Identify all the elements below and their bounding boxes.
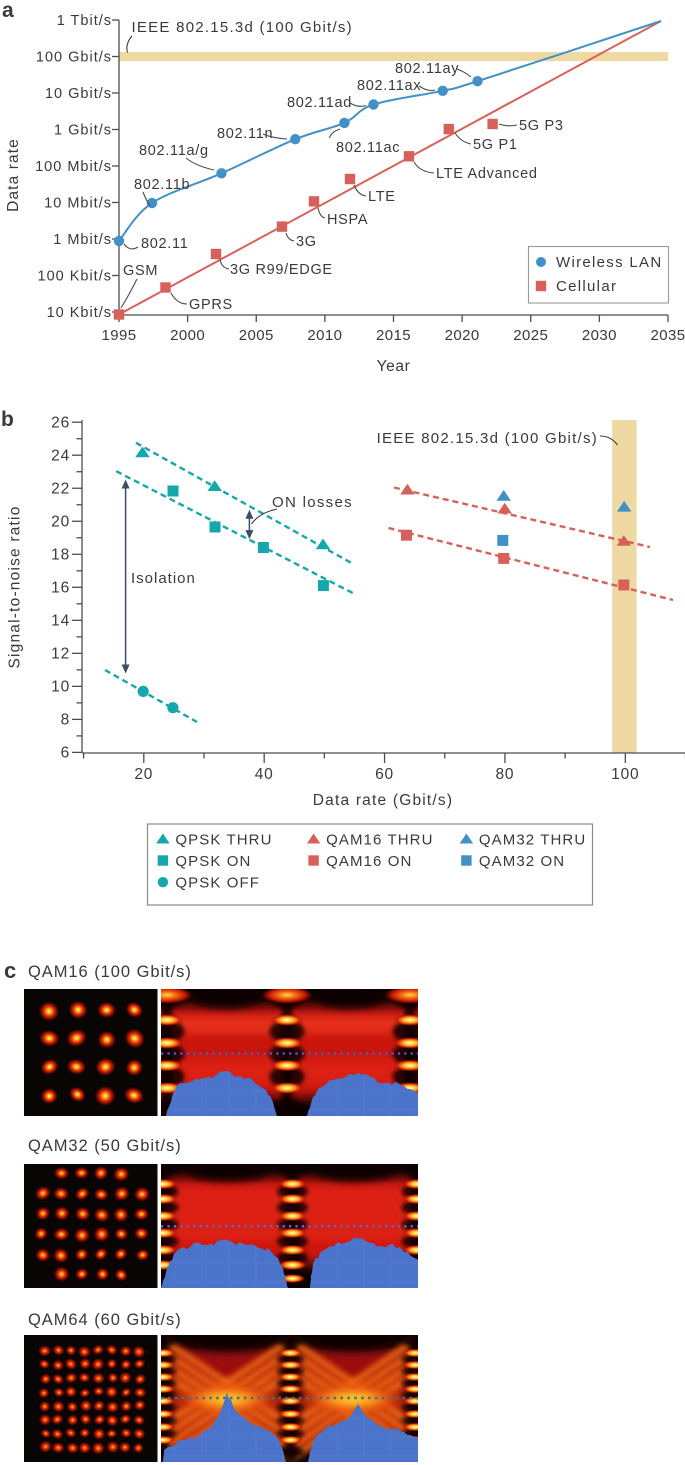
svg-text:2025: 2025 — [513, 327, 548, 344]
svg-text:QAM32 (50 Gbit/s): QAM32 (50 Gbit/s) — [28, 1137, 182, 1155]
svg-text:2015: 2015 — [376, 327, 411, 344]
svg-text:ON losses: ON losses — [272, 494, 353, 511]
svg-text:5G P3: 5G P3 — [519, 118, 564, 134]
svg-text:IEEE 802.15.3d (100 Gbit/s): IEEE 802.15.3d (100 Gbit/s) — [132, 19, 353, 36]
svg-text:2035: 2035 — [651, 327, 685, 344]
svg-text:QAM16 ON: QAM16 ON — [326, 853, 412, 870]
svg-text:LTE Advanced: LTE Advanced — [436, 166, 538, 182]
svg-text:1 Gbit/s: 1 Gbit/s — [54, 123, 112, 139]
svg-text:QPSK ON: QPSK ON — [175, 853, 251, 870]
svg-text:Data rate: Data rate — [5, 138, 22, 212]
svg-text:IEEE 802.15.3d (100 Gbit/s): IEEE 802.15.3d (100 Gbit/s) — [377, 430, 598, 447]
svg-text:802.11ay: 802.11ay — [395, 61, 459, 77]
svg-text:GPRS: GPRS — [189, 297, 233, 313]
svg-text:20: 20 — [51, 514, 70, 531]
svg-text:40: 40 — [255, 766, 274, 783]
svg-text:GSM: GSM — [123, 263, 158, 279]
svg-text:Wireless LAN: Wireless LAN — [556, 254, 662, 271]
svg-text:802.11ax: 802.11ax — [357, 78, 421, 94]
svg-text:Cellular: Cellular — [556, 278, 617, 295]
svg-text:802.11ad: 802.11ad — [287, 95, 352, 111]
svg-text:QAM32 THRU: QAM32 THRU — [479, 832, 586, 849]
svg-text:802.11n: 802.11n — [217, 126, 273, 142]
svg-text:3G R99/EDGE: 3G R99/EDGE — [230, 262, 333, 278]
svg-text:100 Kbit/s: 100 Kbit/s — [38, 269, 113, 285]
svg-text:14: 14 — [51, 613, 70, 630]
svg-text:10 Gbit/s: 10 Gbit/s — [45, 86, 112, 102]
svg-text:Signal-to-noise ratio: Signal-to-noise ratio — [7, 505, 24, 668]
svg-text:2030: 2030 — [582, 327, 617, 344]
svg-text:Year: Year — [377, 358, 411, 375]
svg-text:5G P1: 5G P1 — [473, 137, 518, 153]
svg-text:a: a — [2, 0, 14, 22]
svg-text:2005: 2005 — [239, 327, 274, 344]
svg-text:QAM16 (100 Gbit/s): QAM16 (100 Gbit/s) — [28, 963, 192, 981]
svg-text:2020: 2020 — [445, 327, 480, 344]
svg-text:b: b — [1, 408, 14, 431]
svg-text:QAM32 ON: QAM32 ON — [479, 853, 565, 870]
svg-text:100 Mbit/s: 100 Mbit/s — [35, 159, 112, 175]
svg-text:6: 6 — [61, 745, 70, 762]
svg-text:2000: 2000 — [170, 327, 205, 344]
svg-text:Data rate (Gbit/s): Data rate (Gbit/s) — [313, 792, 453, 809]
svg-text:QPSK THRU: QPSK THRU — [175, 832, 272, 849]
svg-text:802.11: 802.11 — [141, 236, 188, 252]
svg-text:802.11a/g: 802.11a/g — [139, 143, 209, 159]
svg-text:1995: 1995 — [102, 327, 137, 344]
svg-text:100 Gbit/s: 100 Gbit/s — [36, 50, 112, 66]
svg-text:3G: 3G — [296, 234, 317, 250]
svg-text:HSPA: HSPA — [327, 212, 368, 228]
svg-text:60: 60 — [375, 766, 394, 783]
svg-text:c: c — [4, 958, 16, 983]
svg-text:1 Tbit/s: 1 Tbit/s — [57, 13, 112, 29]
svg-text:QPSK OFF: QPSK OFF — [175, 875, 260, 892]
svg-text:LTE: LTE — [368, 189, 396, 205]
svg-text:QAM16 THRU: QAM16 THRU — [326, 832, 433, 849]
svg-text:10 Mbit/s: 10 Mbit/s — [44, 196, 112, 212]
svg-text:10 Kbit/s: 10 Kbit/s — [47, 305, 112, 321]
svg-text:802.11ac: 802.11ac — [336, 140, 400, 156]
svg-text:16: 16 — [51, 580, 70, 597]
svg-text:18: 18 — [51, 547, 70, 564]
svg-text:8: 8 — [61, 712, 70, 729]
svg-text:Isolation: Isolation — [131, 570, 196, 587]
svg-text:2010: 2010 — [307, 327, 342, 344]
svg-text:12: 12 — [51, 646, 70, 663]
svg-text:QAM64 (60 Gbit/s): QAM64 (60 Gbit/s) — [28, 1311, 182, 1329]
svg-text:1 Mbit/s: 1 Mbit/s — [53, 232, 112, 248]
svg-text:10: 10 — [51, 679, 70, 696]
svg-text:24: 24 — [51, 448, 70, 465]
svg-text:20: 20 — [134, 766, 153, 783]
svg-text:80: 80 — [496, 766, 515, 783]
svg-text:802.11b: 802.11b — [134, 177, 190, 193]
svg-text:26: 26 — [51, 415, 70, 432]
svg-text:22: 22 — [51, 481, 70, 498]
svg-text:100: 100 — [611, 766, 639, 783]
